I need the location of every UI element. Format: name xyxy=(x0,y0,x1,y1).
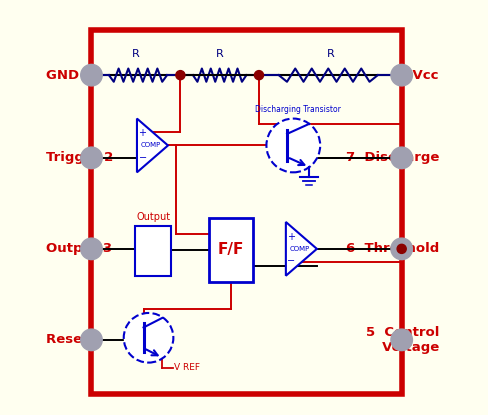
Text: Output: Output xyxy=(136,212,170,222)
Text: COMP: COMP xyxy=(289,246,309,252)
Text: F/F: F/F xyxy=(218,242,244,257)
Circle shape xyxy=(254,71,263,80)
Circle shape xyxy=(123,313,173,363)
Circle shape xyxy=(176,71,184,80)
Polygon shape xyxy=(137,119,168,172)
Circle shape xyxy=(390,147,411,168)
Circle shape xyxy=(81,329,102,351)
FancyBboxPatch shape xyxy=(135,226,171,276)
Circle shape xyxy=(390,64,411,86)
FancyBboxPatch shape xyxy=(91,29,401,393)
Text: COMP: COMP xyxy=(141,142,161,149)
Circle shape xyxy=(396,244,406,254)
Text: R: R xyxy=(326,49,333,59)
Text: 6  Threshold: 6 Threshold xyxy=(345,242,438,255)
Text: Trigger 2: Trigger 2 xyxy=(46,151,113,164)
Circle shape xyxy=(81,238,102,260)
Text: 7  Discharge: 7 Discharge xyxy=(345,151,438,164)
Circle shape xyxy=(81,147,102,168)
Text: V REF: V REF xyxy=(173,364,200,373)
Text: +: + xyxy=(287,232,295,242)
Circle shape xyxy=(81,64,102,86)
Text: Discharging Transistor: Discharging Transistor xyxy=(254,105,340,115)
Text: −: − xyxy=(287,256,295,266)
FancyBboxPatch shape xyxy=(209,218,252,282)
Text: 5  Control
     Voltage: 5 Control Voltage xyxy=(358,326,438,354)
Text: 8  Vcc: 8 Vcc xyxy=(394,68,438,82)
Text: −: − xyxy=(138,153,146,163)
Text: R: R xyxy=(132,49,140,59)
Text: Reset 4: Reset 4 xyxy=(46,333,102,347)
Text: R: R xyxy=(215,49,223,59)
Text: Output 3: Output 3 xyxy=(46,242,112,255)
Circle shape xyxy=(390,238,411,260)
Text: +: + xyxy=(138,128,146,138)
Circle shape xyxy=(390,329,411,351)
Polygon shape xyxy=(285,222,316,276)
Text: GND 1: GND 1 xyxy=(46,68,93,82)
Circle shape xyxy=(266,119,320,172)
